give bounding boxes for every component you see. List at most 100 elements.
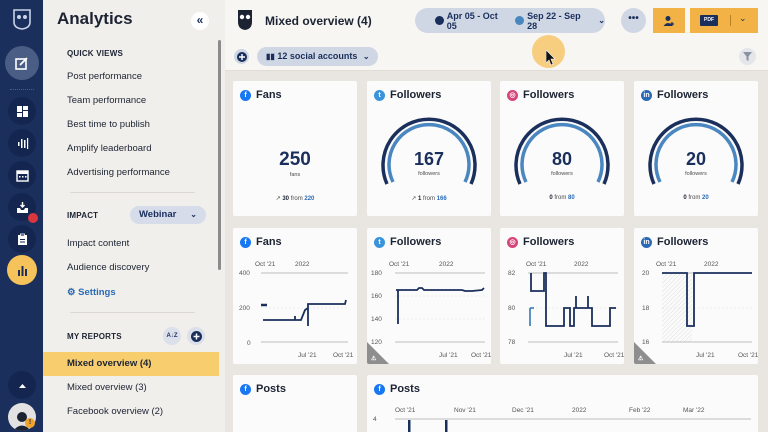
metric-unit: fans bbox=[289, 172, 301, 178]
date-range-picker[interactable]: Apr 05 - Oct 05 Sep 22 - Sep 28 ⌄ bbox=[415, 8, 605, 33]
metric-card-twitter-followers[interactable]: t Followers 167 followers ↗ 1 from 166 bbox=[367, 81, 491, 216]
impact-dropdown-value: Webinar bbox=[139, 209, 177, 220]
card-title: Fans bbox=[256, 89, 282, 101]
facebook-icon: f bbox=[240, 236, 251, 248]
dashboard-icon bbox=[16, 105, 28, 117]
social-accounts-dropdown[interactable]: ▮▮ 12 social accounts ⌄ bbox=[257, 47, 378, 66]
add-report-button[interactable] bbox=[187, 327, 205, 345]
chart-card-twitter-followers[interactable]: t Followers Oct '21 2022 180 160 140 120… bbox=[367, 228, 491, 364]
report-title: Mixed overview (4) bbox=[265, 14, 372, 28]
inbox-icon bbox=[16, 201, 28, 213]
svg-text:2022: 2022 bbox=[295, 261, 310, 268]
assignments-button[interactable] bbox=[8, 225, 36, 253]
sidebar-item-best-time[interactable]: Best time to publish bbox=[67, 119, 150, 130]
caret-up-icon bbox=[18, 383, 26, 388]
dashboard-button[interactable] bbox=[8, 97, 36, 125]
metric-card-linkedin-followers[interactable]: in Followers 20 followers 0 from 20 bbox=[634, 81, 758, 216]
sidebar-title: Analytics bbox=[57, 9, 133, 28]
warning-corner[interactable] bbox=[367, 342, 389, 364]
click-indicator bbox=[532, 35, 565, 68]
share-report-button[interactable] bbox=[653, 8, 685, 33]
card-title: Followers bbox=[390, 89, 442, 101]
trend-up-icon: ↗ bbox=[411, 196, 417, 202]
sidebar-item-team-performance[interactable]: Team performance bbox=[67, 95, 147, 106]
svg-text:Dec '21: Dec '21 bbox=[512, 407, 534, 414]
svg-text:18: 18 bbox=[642, 305, 650, 312]
svg-text:Jul '21: Jul '21 bbox=[696, 352, 715, 359]
card-title: Fans bbox=[256, 236, 282, 248]
line-chart: Oct '21 2022 400 200 0 Jul '21 Oct '21 bbox=[239, 261, 354, 359]
chart-card-facebook-fans[interactable]: f Fans Oct '21 2022 400 200 0 Jul '21 Oc… bbox=[233, 228, 357, 364]
sidebar-item-amplify-leaderboard[interactable]: Amplify leaderboard bbox=[67, 143, 152, 154]
linkedin-icon: in bbox=[641, 89, 652, 101]
main-scrollbar[interactable] bbox=[763, 72, 768, 432]
impact-settings-link[interactable]: ⚙ Settings bbox=[67, 287, 116, 298]
primary-range-dot bbox=[435, 16, 444, 25]
card-title: Followers bbox=[390, 236, 442, 248]
inbox-button[interactable] bbox=[8, 193, 38, 223]
metric-delta: ↗ 30 from 220 bbox=[275, 196, 315, 202]
svg-text:2022: 2022 bbox=[572, 407, 587, 414]
my-reports-label: MY REPORTS bbox=[67, 332, 122, 341]
report-item[interactable]: Facebook overview (2) bbox=[67, 406, 164, 417]
sidebar-item-advertising-performance[interactable]: Advertising performance bbox=[67, 167, 170, 178]
filter-button[interactable] bbox=[739, 48, 756, 65]
collapse-sidebar-button[interactable]: « bbox=[191, 12, 209, 30]
warning-corner[interactable] bbox=[634, 342, 656, 364]
more-options-button[interactable]: ••• bbox=[621, 8, 646, 33]
metric-card-instagram-followers[interactable]: ◎ Followers 80 followers 0 from 80 bbox=[500, 81, 624, 216]
svg-text:Oct '21: Oct '21 bbox=[255, 261, 276, 268]
svg-text:Oct '21: Oct '21 bbox=[389, 261, 410, 268]
bar-chart-icon: ▮▮ bbox=[266, 52, 275, 61]
metric-card-facebook-posts[interactable]: f Posts bbox=[233, 375, 357, 432]
svg-text:180: 180 bbox=[371, 270, 382, 277]
card-title: Followers bbox=[523, 89, 575, 101]
compose-button[interactable] bbox=[5, 46, 39, 80]
svg-text:Oct '21: Oct '21 bbox=[604, 352, 624, 359]
sort-reports-button[interactable]: A↓Z bbox=[163, 327, 181, 345]
svg-text:Jul '21: Jul '21 bbox=[564, 352, 583, 359]
plus-circle-icon bbox=[190, 330, 202, 342]
svg-text:160: 160 bbox=[371, 293, 382, 300]
collapse-rail-button[interactable] bbox=[8, 371, 36, 399]
planner-button[interactable] bbox=[8, 161, 36, 189]
impact-dropdown[interactable]: Webinar ⌄ bbox=[130, 206, 206, 224]
metric-unit: followers bbox=[418, 171, 440, 177]
svg-text:Nov '21: Nov '21 bbox=[454, 407, 476, 414]
chevron-down-icon[interactable]: ⌄ bbox=[739, 13, 747, 23]
button-separator bbox=[730, 15, 731, 26]
metric-value: 250 bbox=[279, 149, 311, 170]
metric-value: 20 bbox=[685, 149, 707, 169]
svg-text:4: 4 bbox=[373, 416, 377, 423]
report-item-active[interactable]: Mixed overview (4) bbox=[43, 352, 219, 376]
owl-icon bbox=[238, 10, 252, 30]
compare-range-dot bbox=[515, 16, 525, 25]
svg-text:Jul '21: Jul '21 bbox=[298, 352, 317, 359]
report-item[interactable]: Mixed overview (3) bbox=[67, 382, 147, 393]
metric-unit: followers bbox=[685, 171, 707, 177]
export-pdf-button[interactable]: PDF ⌄ bbox=[690, 8, 758, 33]
facebook-icon: f bbox=[240, 89, 251, 101]
card-title: Followers bbox=[657, 89, 709, 101]
streams-button[interactable] bbox=[8, 129, 36, 157]
svg-text:Oct '21: Oct '21 bbox=[471, 352, 491, 359]
analytics-sidebar: Analytics « QUICK VIEWS Post performance… bbox=[43, 0, 225, 432]
add-widget-button[interactable] bbox=[234, 49, 249, 64]
svg-text:Oct '21: Oct '21 bbox=[656, 261, 677, 268]
sidebar-item-impact-content[interactable]: Impact content bbox=[67, 238, 130, 249]
quick-views-label: QUICK VIEWS bbox=[67, 49, 123, 58]
chart-card-instagram-followers[interactable]: ◎ Followers Oct '21 2022 82 80 78 Jul '2… bbox=[500, 228, 624, 364]
analytics-button[interactable] bbox=[7, 255, 37, 285]
instagram-icon: ◎ bbox=[507, 89, 518, 101]
chevron-down-icon: ⌄ bbox=[190, 210, 197, 219]
owl-logo-icon[interactable] bbox=[12, 8, 32, 30]
chart-card-facebook-posts[interactable]: f Posts Oct '21 Nov '21 Dec '21 2022 Feb… bbox=[367, 375, 758, 432]
chart-card-linkedin-followers[interactable]: in Followers Oct '21 2022 20 18 16 Jul '… bbox=[634, 228, 758, 364]
metric-value: 80 bbox=[551, 149, 573, 169]
sidebar-item-post-performance[interactable]: Post performance bbox=[67, 71, 142, 82]
metric-card-facebook-fans[interactable]: f Fans 250 fans ↗ 30 from 220 bbox=[233, 81, 357, 216]
sidebar-scrollbar[interactable] bbox=[218, 40, 221, 270]
svg-text:2022: 2022 bbox=[439, 261, 454, 268]
card-title: Posts bbox=[390, 383, 420, 395]
sidebar-item-audience-discovery[interactable]: Audience discovery bbox=[67, 262, 150, 273]
